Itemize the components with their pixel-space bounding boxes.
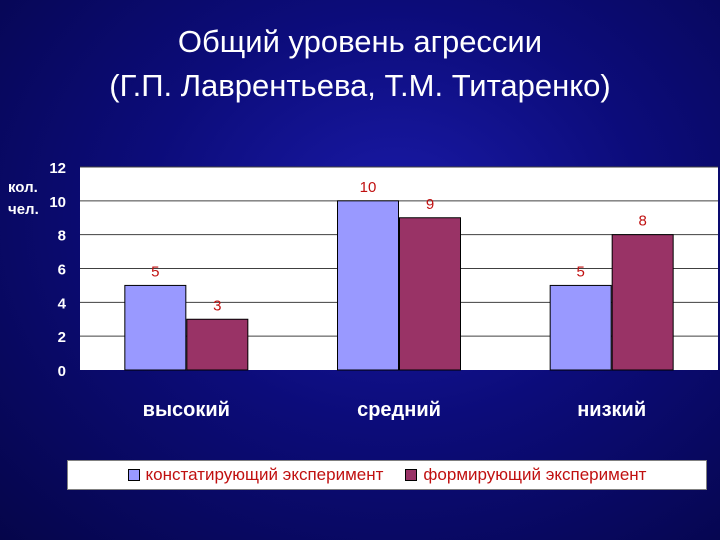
y-tick-label: 12 — [49, 160, 66, 177]
bar — [611, 234, 674, 371]
chart-legend: констатирующий эксперимент формирующий э… — [67, 460, 707, 490]
legend-swatch-series-2 — [405, 469, 418, 481]
legend-label-series-1: констатирующий эксперимент — [145, 465, 384, 484]
data-label: 8 — [638, 213, 646, 230]
y-tick-label: 0 — [58, 363, 66, 380]
legend-swatch-series-1 — [127, 469, 140, 481]
bar — [399, 217, 461, 371]
bar — [337, 200, 399, 371]
bar — [549, 284, 612, 371]
title-line-1: Общий уровень агрессии — [177, 24, 543, 59]
data-label: 5 — [576, 263, 584, 280]
data-label: 3 — [213, 297, 221, 314]
x-category-label: высокий — [143, 399, 230, 421]
x-category-label: средний — [357, 399, 441, 421]
title-line-2: (Г.П. Лаврентьева, Т.М. Титаренко) — [109, 68, 611, 103]
data-label: 5 — [151, 263, 159, 280]
x-category-label: низкий — [577, 399, 646, 421]
legend-item-series-2: формирующий эксперимент — [405, 465, 646, 485]
bar — [186, 318, 249, 371]
y-tick-label: 8 — [58, 228, 66, 245]
data-label: 10 — [360, 179, 377, 196]
y-axis-label: кол. — [8, 179, 38, 196]
y-axis-label: чел. — [8, 201, 39, 218]
y-tick-label: 4 — [58, 295, 67, 312]
y-tick-label: 10 — [49, 194, 66, 211]
bar-chart: 0 2 4 6 8 10 12 кол. чел. 5 3 высокий 10 9 средний 5 8 ни… — [8, 160, 718, 421]
y-tick-label: 6 — [58, 262, 66, 279]
slide-title: Общий уровень агрессии (Г.П. Лаврентьева… — [0, 20, 720, 108]
legend-item-series-1: констатирующий эксперимент — [127, 465, 384, 485]
data-label: 9 — [426, 196, 434, 213]
y-tick-label: 2 — [58, 329, 66, 346]
legend-label-series-2: формирующий эксперимент — [423, 465, 647, 484]
bar — [124, 284, 187, 371]
